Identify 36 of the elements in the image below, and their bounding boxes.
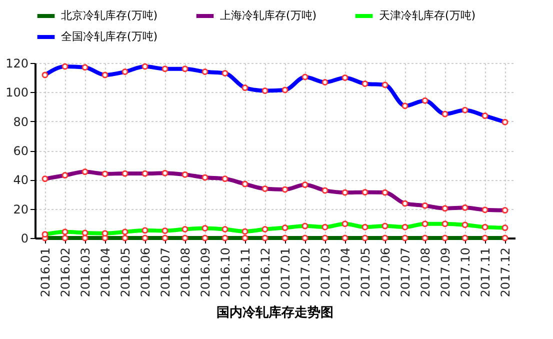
x-tick-label: 2016.05 — [118, 248, 132, 298]
x-tick-label: 2017.11 — [478, 248, 492, 298]
y-tick-label: 0 — [20, 232, 28, 246]
x-tick-label: 2017.07 — [398, 248, 412, 298]
x-tick-label: 2017.05 — [358, 248, 372, 298]
x-tick-label: 2016.09 — [198, 248, 212, 298]
x-tick-label: 2017.09 — [438, 248, 452, 298]
text: 国内冷轧库存走势图 — [216, 304, 334, 321]
legend-label: 全国冷轧库存(万吨) — [61, 30, 158, 43]
y-tick-label: 20 — [13, 202, 28, 216]
x-tick-label: 2017.01 — [278, 248, 292, 298]
x-tick-label: 2017.04 — [338, 248, 352, 298]
x-tick-label: 2016.08 — [178, 248, 192, 298]
x-tick-label: 2017.03 — [318, 248, 332, 298]
x-tick-label: 2016.10 — [218, 248, 232, 298]
x-tick-label: 2016.06 — [138, 248, 152, 298]
x-tick-label: 2017.06 — [378, 248, 392, 298]
x-tick-label: 2016.07 — [158, 248, 172, 298]
legend-label: 上海冷轧库存(万吨) — [220, 9, 317, 22]
x-tick-label: 2017.08 — [418, 248, 432, 298]
x-tick-label: 2016.01 — [38, 248, 52, 298]
legend-label: 天津冷轧库存(万吨) — [379, 9, 476, 22]
y-tick-label: 100 — [6, 86, 28, 100]
x-tick-label: 2017.02 — [298, 248, 312, 298]
y-tick-label: 80 — [13, 114, 28, 129]
x-tick-label: 2017.10 — [458, 248, 472, 298]
legend-label: 北京冷轧库存(万吨) — [61, 9, 158, 22]
x-tick-label: 2017.12 — [498, 248, 512, 298]
x-tick-label: 2016.11 — [238, 248, 252, 298]
x-tick-label: 2016.02 — [58, 248, 72, 298]
y-tick-label: 120 — [6, 56, 28, 70]
x-tick-label: 2016.04 — [98, 248, 112, 298]
x-tick-label: 2016.03 — [78, 248, 92, 298]
x-tick-label: 2016.12 — [258, 248, 272, 298]
y-tick-label: 40 — [13, 173, 28, 188]
y-tick-label: 60 — [13, 144, 28, 158]
